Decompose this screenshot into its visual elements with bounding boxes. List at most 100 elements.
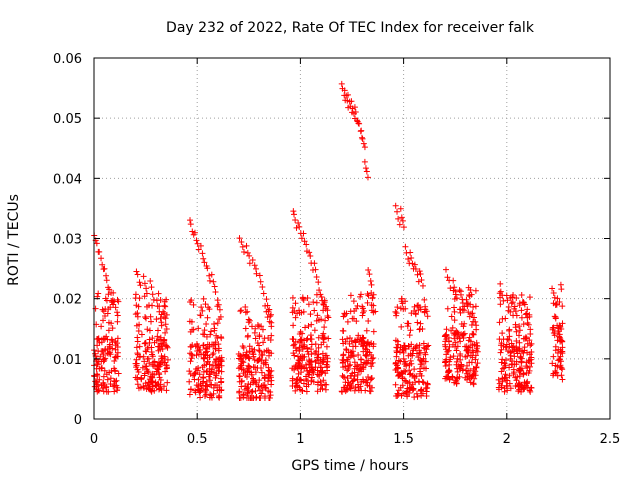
data-point [299,294,306,301]
data-point [516,327,523,334]
data-point [92,350,99,357]
tick-labels-layer: 0 0.01 0.02 0.03 0.04 0.05 0.06 0 0.5 1 1.5 2 2.5 [53,52,620,447]
data-point [114,349,121,356]
data-point [447,356,454,363]
data-point [559,350,566,357]
data-point [292,300,299,307]
data-point [292,314,299,321]
data-point [397,384,404,391]
data-point [497,349,504,356]
data-point [356,120,363,127]
y-tick-label: 0.05 [53,112,82,127]
data-point [396,348,403,355]
data-point [364,339,371,346]
data-point [149,291,156,298]
data-point [243,385,250,392]
data-point [112,304,119,311]
data-point [408,341,415,348]
data-point [512,374,519,381]
data-point [308,377,315,384]
data-point [268,319,275,326]
data-point [366,271,373,278]
data-point [344,375,351,382]
data-point [105,388,112,395]
data-point [289,383,296,390]
data-point [261,372,268,379]
data-point [417,271,424,278]
data-point [297,386,304,393]
data-point [248,323,255,330]
data-point [474,360,481,367]
data-point [358,378,365,385]
data-point [496,319,503,326]
data-point [263,296,270,303]
data-point [217,313,224,320]
data-point [251,262,258,269]
data-point [200,255,207,262]
data-point [323,343,330,350]
data-point [365,318,372,325]
data-point [315,334,322,341]
data-point [315,344,322,351]
data-point [208,271,215,278]
data-point [105,327,112,334]
data-point [400,355,407,362]
data-point [114,309,121,316]
data-point [134,271,141,278]
data-point [260,339,267,346]
data-point [412,266,419,273]
data-point [243,242,250,249]
data-point [307,359,314,366]
data-point [401,361,408,368]
data-point [394,304,401,311]
data-point [457,338,464,345]
data-point [551,332,558,339]
data-point [414,302,421,309]
data-point [444,274,451,281]
data-point [258,364,265,371]
data-point [558,372,565,379]
data-point [204,341,211,348]
data-point [392,381,399,388]
data-point [516,323,523,330]
data-point [320,339,327,346]
data-point [554,295,561,302]
data-point [296,223,303,230]
data-point [450,277,457,284]
data-point [505,336,512,343]
data-point [405,320,412,327]
data-point [322,370,329,377]
data-point [344,367,351,374]
data-point [214,387,221,394]
data-point [94,388,101,395]
data-point [455,330,462,337]
data-point [255,357,262,364]
data-point [367,376,374,383]
data-point [443,351,450,358]
data-point [105,306,112,313]
data-point [524,364,531,371]
data-point [453,374,460,381]
data-point [412,379,419,386]
data-point [323,364,330,371]
data-point [305,323,312,330]
data-point [265,308,272,315]
data-point [321,324,328,331]
data-point [147,277,154,284]
data-point [308,351,315,358]
data-point [354,336,361,343]
data-point [353,318,360,325]
data-point [360,140,367,147]
data-point [392,308,399,315]
data-point [236,355,243,362]
data-point [144,326,151,333]
data-point [322,381,329,388]
data-point [138,331,145,338]
data-point [94,361,101,368]
data-point [322,317,329,324]
data-point [244,368,251,375]
data-point [259,283,266,290]
data-point [237,363,244,370]
x-tick-label: 2 [503,432,511,447]
data-point [340,364,347,371]
